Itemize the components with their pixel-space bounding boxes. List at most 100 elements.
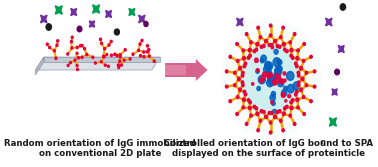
Circle shape — [249, 54, 251, 57]
Circle shape — [257, 26, 259, 29]
Circle shape — [296, 99, 299, 101]
FancyArrow shape — [165, 65, 186, 75]
Circle shape — [146, 51, 149, 53]
Circle shape — [74, 59, 76, 61]
Circle shape — [290, 101, 292, 104]
Circle shape — [76, 46, 78, 49]
Circle shape — [94, 62, 96, 64]
Circle shape — [123, 59, 125, 61]
Circle shape — [55, 57, 57, 59]
Circle shape — [269, 77, 275, 84]
Polygon shape — [329, 118, 336, 126]
Circle shape — [119, 56, 121, 58]
Circle shape — [118, 66, 119, 68]
Circle shape — [294, 62, 297, 65]
Circle shape — [80, 45, 82, 47]
Circle shape — [300, 89, 302, 92]
Circle shape — [239, 89, 242, 92]
Circle shape — [310, 100, 312, 103]
Polygon shape — [40, 15, 47, 23]
Circle shape — [86, 53, 88, 56]
Circle shape — [249, 48, 251, 51]
Circle shape — [277, 79, 284, 87]
Circle shape — [289, 114, 291, 117]
Circle shape — [279, 110, 281, 113]
Circle shape — [250, 41, 252, 44]
Polygon shape — [338, 45, 344, 53]
Circle shape — [303, 113, 305, 115]
FancyArrow shape — [165, 59, 208, 81]
Circle shape — [257, 129, 259, 132]
Circle shape — [289, 41, 291, 44]
Circle shape — [114, 53, 116, 55]
Circle shape — [260, 110, 263, 113]
Circle shape — [259, 119, 262, 122]
Circle shape — [53, 50, 55, 52]
Circle shape — [283, 72, 286, 75]
Circle shape — [124, 49, 126, 51]
Circle shape — [270, 34, 272, 37]
Circle shape — [271, 101, 273, 104]
Circle shape — [271, 75, 277, 82]
Circle shape — [236, 113, 238, 115]
Circle shape — [265, 115, 267, 118]
Circle shape — [252, 82, 254, 85]
Circle shape — [84, 48, 85, 50]
Circle shape — [119, 54, 121, 56]
Circle shape — [265, 61, 271, 68]
Circle shape — [101, 42, 102, 45]
Circle shape — [146, 45, 149, 47]
Circle shape — [259, 36, 262, 39]
Circle shape — [297, 84, 300, 87]
Circle shape — [263, 66, 270, 73]
Circle shape — [266, 62, 273, 70]
Circle shape — [108, 65, 109, 67]
Circle shape — [288, 94, 291, 98]
Polygon shape — [36, 57, 160, 70]
Circle shape — [238, 78, 240, 81]
Circle shape — [139, 43, 141, 45]
Polygon shape — [139, 15, 145, 23]
Circle shape — [245, 33, 248, 36]
Circle shape — [265, 40, 267, 43]
Circle shape — [81, 56, 83, 58]
Circle shape — [269, 77, 274, 82]
Circle shape — [76, 64, 78, 67]
Circle shape — [313, 70, 316, 73]
Circle shape — [286, 50, 288, 53]
Circle shape — [234, 84, 236, 87]
Circle shape — [293, 82, 300, 90]
Circle shape — [271, 111, 273, 114]
Circle shape — [283, 43, 285, 46]
Circle shape — [291, 56, 294, 59]
Circle shape — [274, 49, 278, 54]
Circle shape — [261, 55, 266, 62]
Circle shape — [143, 51, 145, 53]
Circle shape — [239, 41, 302, 117]
Circle shape — [241, 81, 244, 84]
Circle shape — [260, 58, 264, 63]
Text: n: n — [321, 139, 325, 145]
Circle shape — [248, 49, 251, 52]
Circle shape — [242, 84, 244, 87]
Circle shape — [270, 81, 274, 86]
Circle shape — [279, 45, 281, 48]
Circle shape — [297, 106, 299, 109]
Circle shape — [300, 66, 302, 69]
Circle shape — [263, 45, 265, 48]
Circle shape — [270, 95, 275, 101]
Circle shape — [290, 48, 293, 51]
Circle shape — [267, 71, 272, 77]
Circle shape — [239, 67, 241, 70]
Circle shape — [248, 106, 251, 109]
Circle shape — [285, 100, 287, 102]
Circle shape — [263, 110, 265, 113]
Circle shape — [56, 44, 58, 46]
Circle shape — [258, 75, 265, 84]
Circle shape — [234, 71, 236, 74]
Circle shape — [296, 98, 299, 101]
Text: displayed on the surface of proteinticle: displayed on the surface of proteinticle — [172, 149, 365, 158]
Circle shape — [102, 55, 104, 58]
Circle shape — [129, 58, 131, 60]
Circle shape — [274, 69, 281, 77]
